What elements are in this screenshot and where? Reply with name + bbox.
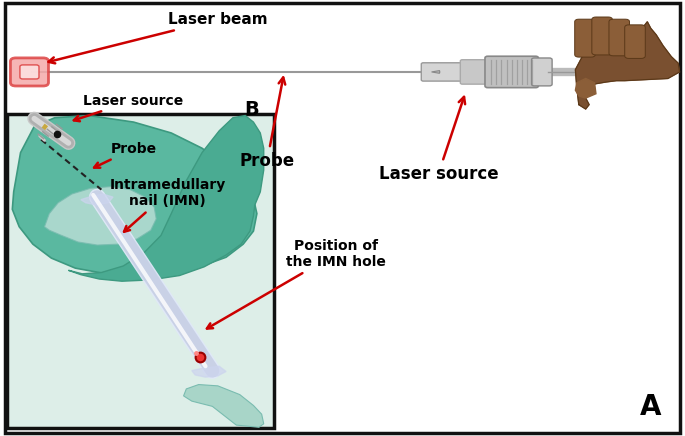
FancyBboxPatch shape [5, 3, 680, 433]
FancyBboxPatch shape [7, 114, 274, 428]
FancyBboxPatch shape [485, 56, 538, 88]
Polygon shape [192, 366, 226, 377]
Polygon shape [81, 194, 113, 205]
Text: Probe: Probe [94, 142, 157, 168]
Polygon shape [575, 22, 680, 109]
Text: Position of
the IMN hole: Position of the IMN hole [207, 239, 386, 329]
FancyBboxPatch shape [532, 58, 552, 86]
Polygon shape [68, 116, 264, 281]
FancyBboxPatch shape [460, 60, 492, 84]
FancyBboxPatch shape [575, 19, 595, 57]
FancyBboxPatch shape [10, 58, 49, 86]
Polygon shape [184, 385, 264, 427]
Polygon shape [12, 116, 257, 276]
Polygon shape [45, 187, 156, 245]
FancyBboxPatch shape [20, 65, 39, 79]
Text: Probe: Probe [240, 78, 295, 170]
FancyBboxPatch shape [421, 63, 466, 81]
FancyBboxPatch shape [625, 25, 645, 58]
Text: B: B [245, 100, 260, 119]
Text: Laser source: Laser source [74, 94, 184, 121]
Text: Intramedullary
nail (IMN): Intramedullary nail (IMN) [110, 178, 226, 232]
Text: Laser source: Laser source [379, 97, 498, 183]
FancyBboxPatch shape [609, 19, 630, 56]
Wedge shape [432, 71, 440, 73]
Polygon shape [575, 78, 596, 98]
Text: A: A [640, 393, 662, 421]
FancyBboxPatch shape [592, 17, 612, 55]
Text: Laser beam: Laser beam [49, 12, 267, 63]
